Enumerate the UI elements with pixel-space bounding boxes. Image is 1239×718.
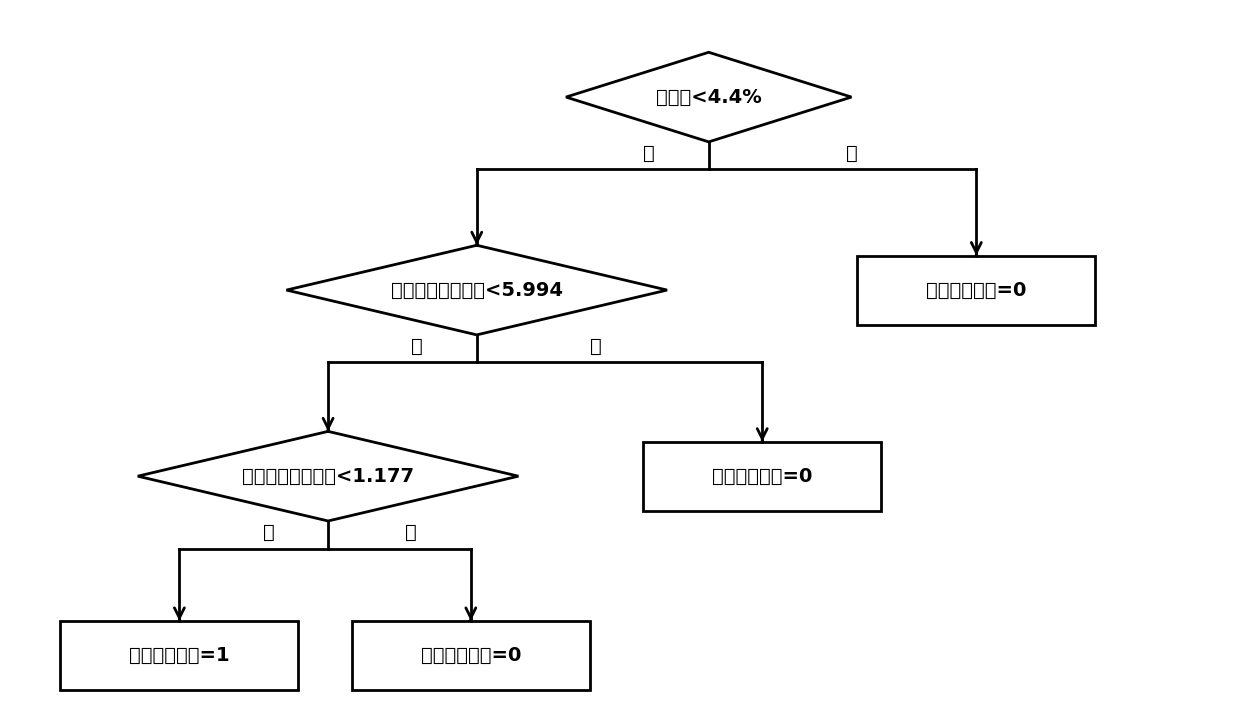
Text: 板形质量标签=0: 板形质量标签=0 (712, 467, 813, 485)
Text: 是: 是 (263, 523, 275, 541)
Text: 否: 否 (590, 337, 602, 355)
Text: 长度方向上的方差<5.994: 长度方向上的方差<5.994 (390, 281, 563, 299)
Bar (61, 621, 299, 690)
Text: 否: 否 (405, 523, 418, 541)
Text: 板形质量标签=0: 板形质量标签=0 (420, 646, 522, 665)
Text: 否: 否 (845, 144, 857, 162)
Text: 板形质量标签=1: 板形质量标签=1 (129, 646, 229, 665)
Text: 板形质量标签=0: 板形质量标签=0 (926, 281, 1027, 299)
Text: 宽度方向上的方差<1.177: 宽度方向上的方差<1.177 (242, 467, 414, 485)
Text: 是: 是 (411, 337, 424, 355)
Text: 超限率<4.4%: 超限率<4.4% (655, 88, 762, 106)
Bar (857, 256, 1095, 325)
Text: 是: 是 (643, 144, 655, 162)
Bar (643, 442, 881, 510)
Bar (352, 621, 590, 690)
